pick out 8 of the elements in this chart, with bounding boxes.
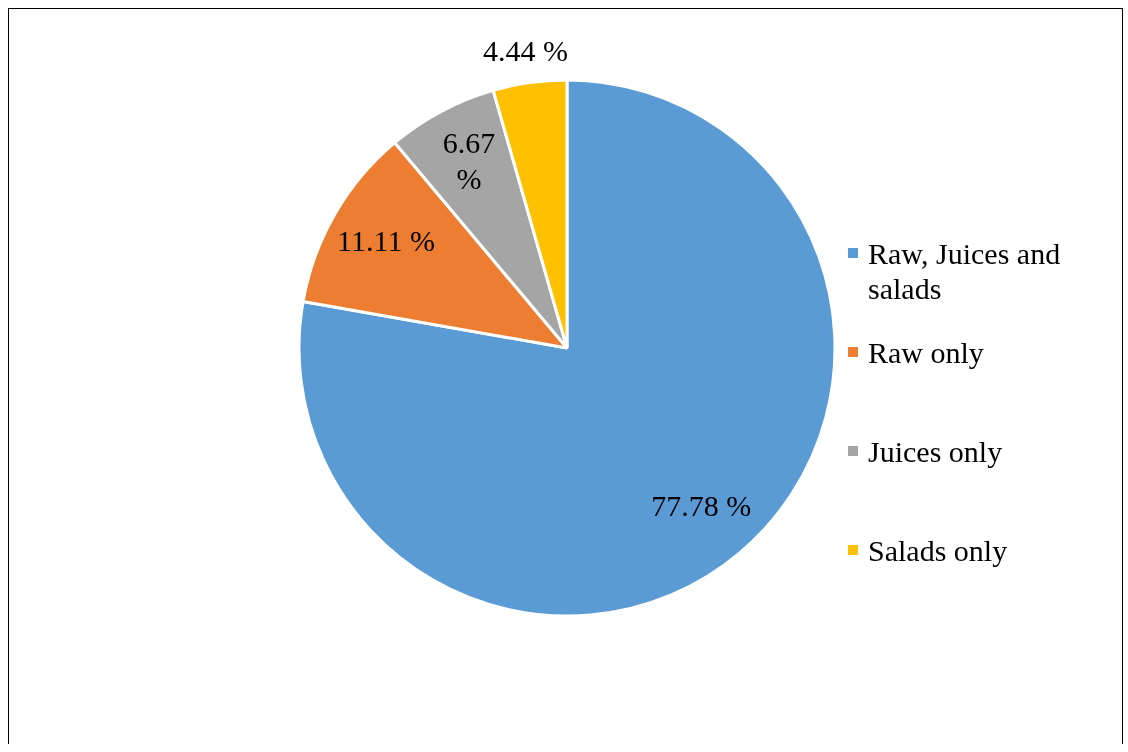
data-label: 6.67 %	[442, 126, 496, 196]
legend-label: Raw only	[868, 335, 985, 370]
legend-label: Salads only	[868, 533, 1009, 568]
data-label: 11.11 %	[337, 224, 435, 258]
legend-label: Juices only	[868, 434, 1004, 469]
data-label: 4.44 %	[483, 33, 569, 67]
data-label: 77.78 %	[651, 489, 752, 523]
legend-label: Raw, Juices and salads	[868, 236, 1062, 306]
